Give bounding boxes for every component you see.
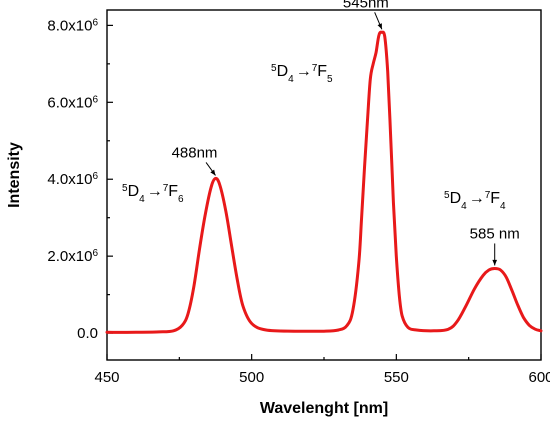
- transition-label-f5: 5D4 →7F5: [271, 63, 333, 85]
- y-tick-label: 0.0: [77, 325, 98, 342]
- y-tick-label: 8.0x106: [47, 17, 98, 34]
- x-tick-label: 450: [94, 369, 119, 386]
- peak-label: 545nm: [343, 0, 389, 11]
- spectrum-line: [105, 30, 543, 334]
- y-tick-label: 4.0x106: [47, 171, 98, 189]
- x-tick-label: 600: [528, 369, 550, 386]
- transition-upper: 5: [122, 183, 128, 194]
- x-axis-ticks: 450 500 550 600: [94, 354, 550, 386]
- y-tick-label: 2.0x106: [47, 248, 98, 266]
- peak-annotations: 545nm 488nm 585 nm: [172, 0, 520, 266]
- x-tick-label: 550: [384, 369, 409, 386]
- transition-label-f4: 5D4 →7F4: [444, 190, 506, 212]
- x-tick-label: 500: [239, 369, 264, 386]
- peak-label: 585 nm: [470, 225, 520, 242]
- transition-label-f6: 5D4 →7F6: [122, 183, 184, 205]
- peak-arrowhead: [377, 23, 382, 30]
- peak-label: 488nm: [172, 144, 218, 161]
- peak-arrowhead: [492, 259, 498, 266]
- peak-arrowhead: [210, 169, 216, 176]
- y-axis-ticks: 0.0 2.0x106 4.0x106 6.0x106 8.0x106: [47, 17, 113, 342]
- y-axis-title: Intensity: [6, 142, 23, 208]
- y-tick-label: 6.0x106: [47, 94, 98, 112]
- x-axis-title: Wavelenght [nm]: [260, 400, 388, 417]
